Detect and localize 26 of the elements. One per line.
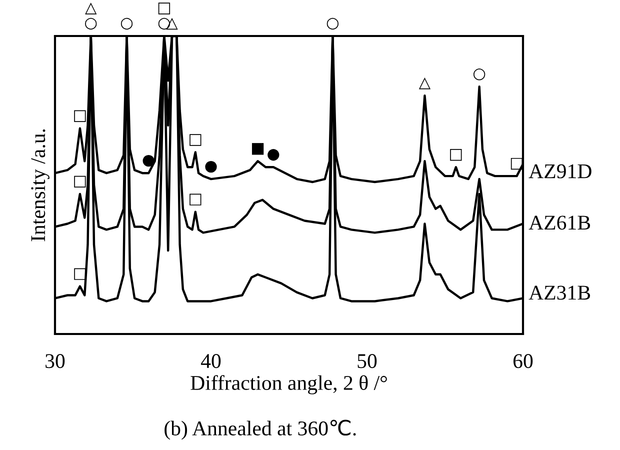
annotation: □ xyxy=(74,176,86,188)
x-tick-label: 40 xyxy=(200,354,221,368)
annotation: ■ xyxy=(252,143,264,155)
annotation: □ xyxy=(450,149,462,161)
x-tick-label: 30 xyxy=(46,354,65,368)
annotation: □ xyxy=(190,194,202,206)
annotation: ○ xyxy=(473,68,486,80)
x-tick-label: 60 xyxy=(513,354,533,368)
annotation: ○ xyxy=(120,18,133,30)
series-label: AZ91D xyxy=(528,164,592,178)
annotation: ● xyxy=(205,160,217,173)
annotation: △ xyxy=(418,77,431,90)
annotation: ○ xyxy=(85,18,97,30)
annotation: □ xyxy=(74,110,86,122)
annotation: ● xyxy=(268,149,280,161)
annotation: ● xyxy=(142,155,154,167)
annotation: □ xyxy=(158,2,170,14)
annotation: ○ xyxy=(326,18,339,30)
text: (b) Annealed at 360℃. xyxy=(164,420,356,440)
annotation: □ xyxy=(190,134,202,146)
annotation: △ xyxy=(85,2,97,14)
x-axis-title: Diffraction angle, 2 θ /° xyxy=(190,375,387,394)
series-label: AZ31B xyxy=(528,286,590,300)
y-axis-title: Intensity /a.u. xyxy=(31,129,50,242)
x-tick-label: 50 xyxy=(358,354,377,368)
series-label: AZ61B xyxy=(528,216,590,230)
